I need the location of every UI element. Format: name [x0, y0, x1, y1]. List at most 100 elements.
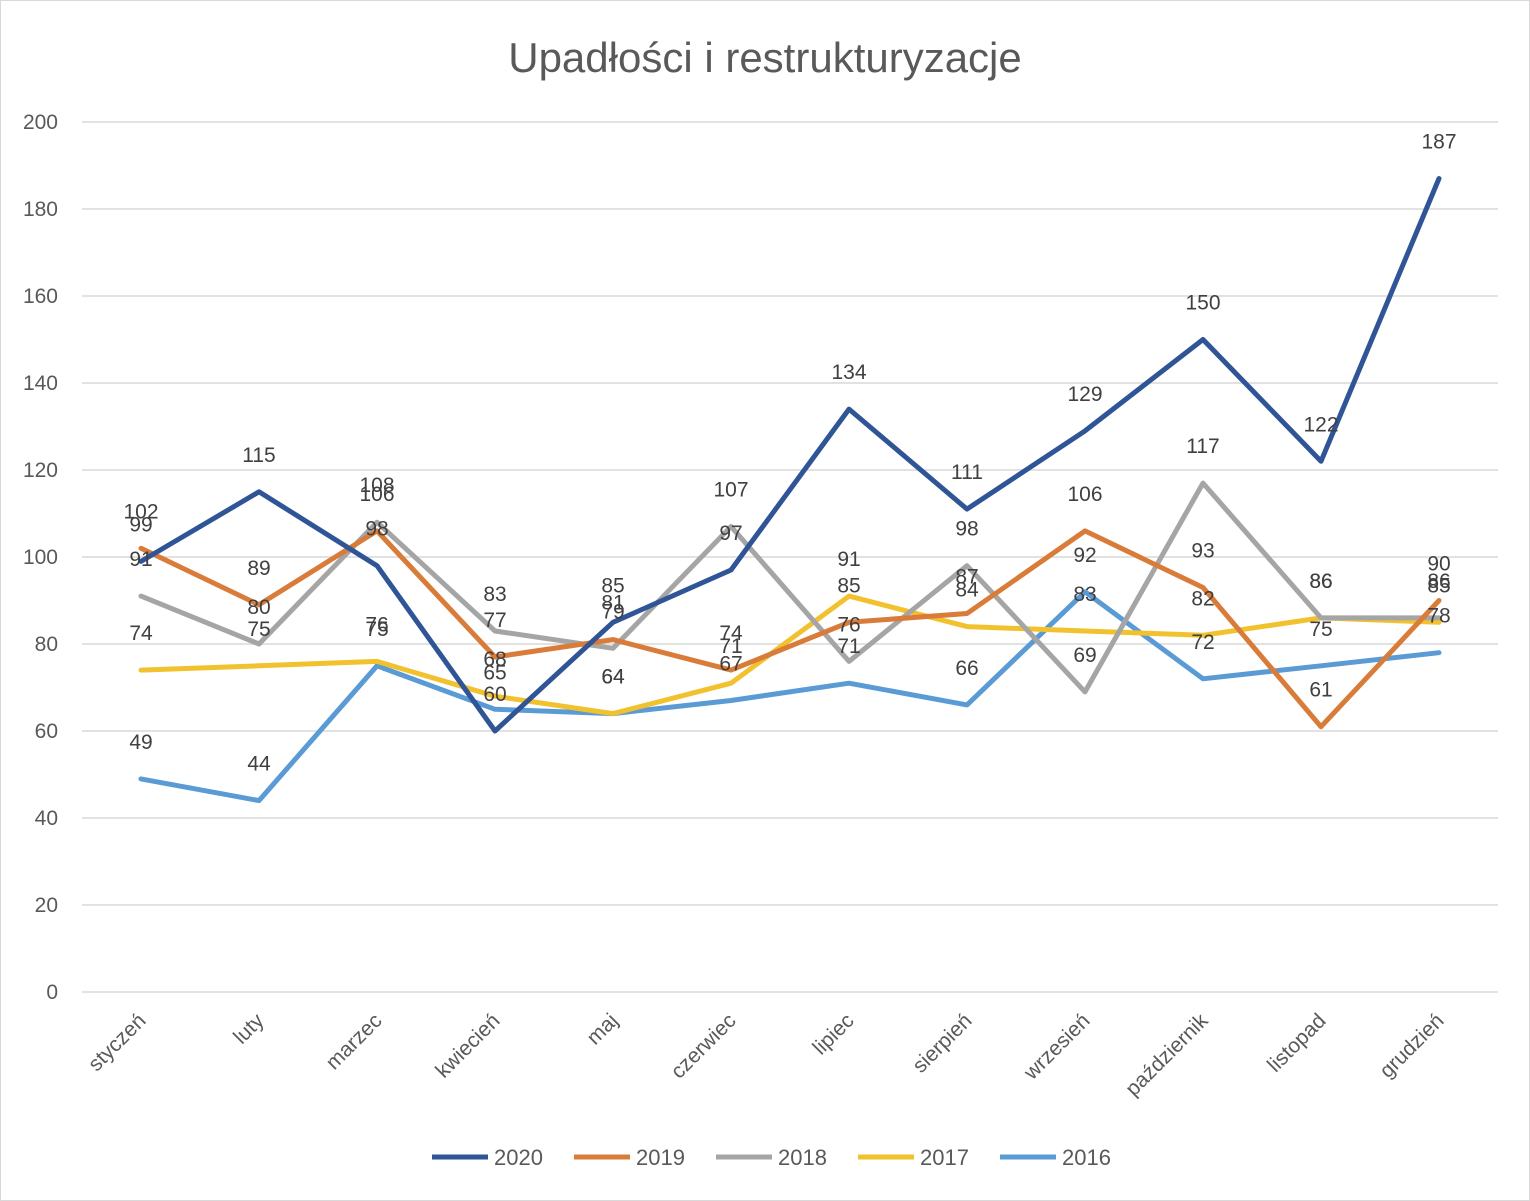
- legend-label: 2016: [1062, 1145, 1111, 1170]
- gridlines: [82, 121, 1498, 993]
- data-label: 75: [247, 618, 270, 641]
- data-label: 76: [837, 613, 860, 636]
- data-label: 86: [1309, 570, 1332, 593]
- data-label: 74: [129, 622, 153, 645]
- x-tick-label: marzec: [322, 1009, 387, 1074]
- data-label: 93: [1191, 539, 1214, 562]
- data-label: 71: [719, 635, 742, 658]
- legend-label: 2018: [778, 1145, 827, 1170]
- chart-title: Upadłości i restrukturyzacje: [508, 34, 1022, 81]
- data-label: 117: [1186, 435, 1219, 458]
- data-label: 83: [483, 583, 506, 606]
- data-label: 82: [1191, 587, 1214, 610]
- x-tick-label: sierpień: [908, 1009, 976, 1077]
- data-label: 78: [1427, 605, 1450, 628]
- data-label: 106: [359, 483, 394, 506]
- legend-label: 2017: [920, 1145, 969, 1170]
- x-tick-label: listopad: [1263, 1009, 1330, 1076]
- y-tick-label: 0: [46, 981, 58, 1004]
- x-tick-label: kwiecień: [431, 1009, 504, 1082]
- data-label: 97: [719, 522, 742, 545]
- data-label: 85: [601, 574, 624, 597]
- data-label: 75: [1309, 618, 1332, 641]
- x-tick-label: październik: [1121, 1009, 1213, 1101]
- data-label: 64: [601, 666, 625, 689]
- data-label: 86: [1427, 570, 1450, 593]
- data-label: 60: [483, 683, 506, 706]
- data-label: 83: [1073, 583, 1096, 606]
- data-label: 65: [483, 661, 506, 684]
- y-tick-label: 40: [35, 807, 58, 830]
- x-tick-label: maj: [582, 1009, 622, 1049]
- x-tick-label: lipiec: [808, 1009, 858, 1059]
- data-label: 107: [713, 479, 748, 502]
- data-label: 91: [837, 548, 860, 571]
- data-label: 99: [129, 513, 152, 536]
- data-label: 72: [1191, 631, 1214, 654]
- data-label: 75: [365, 618, 388, 641]
- data-label: 187: [1421, 131, 1456, 154]
- data-label: 49: [129, 731, 152, 754]
- data-label: 98: [955, 518, 978, 541]
- data-label: 90: [1427, 553, 1450, 576]
- legend: 2020 2019 2018 2017 2016: [432, 1145, 1111, 1170]
- data-label: 44: [247, 753, 271, 776]
- y-tick-label: 160: [23, 285, 58, 308]
- y-tick-label: 100: [23, 546, 58, 569]
- data-label: 76: [365, 613, 388, 636]
- data-label: 115: [242, 444, 275, 467]
- data-labels: 99 115 98 60 85 97 134 111 129 150 122 187 102 89 106 7…: [123, 131, 1456, 776]
- y-tick-label: 20: [35, 894, 58, 917]
- data-label: 61: [1309, 679, 1332, 702]
- data-label: 111: [951, 461, 983, 484]
- y-tick-label: 140: [23, 372, 58, 395]
- data-label: 84: [955, 579, 979, 602]
- data-label: 108: [359, 474, 394, 497]
- x-tick-label: czerwiec: [667, 1009, 741, 1083]
- data-label: 87: [955, 566, 978, 589]
- data-label: 92: [1073, 544, 1096, 567]
- y-tick-label: 180: [23, 198, 58, 221]
- y-axis-ticks: 0 20 40 60 80 100 120 140 160 180 200: [23, 111, 58, 1004]
- y-tick-label: 120: [23, 459, 58, 482]
- data-label: 80: [247, 596, 270, 619]
- series-line-2020: [138, 176, 1442, 734]
- data-label: 64: [601, 666, 625, 689]
- data-label: 68: [483, 648, 506, 671]
- data-label: 150: [1185, 292, 1220, 315]
- data-label: 85: [1427, 574, 1450, 597]
- data-label: 134: [831, 361, 866, 384]
- data-label: 85: [837, 574, 860, 597]
- legend-label: 2019: [636, 1145, 685, 1170]
- y-tick-label: 80: [35, 633, 58, 656]
- data-label: 71: [837, 635, 860, 658]
- data-label: 74: [719, 622, 743, 645]
- data-label: 77: [483, 609, 506, 632]
- data-label: 91: [129, 548, 152, 571]
- series-line-2016: [138, 589, 1442, 804]
- data-label: 106: [1067, 483, 1102, 506]
- data-label: 98: [365, 518, 388, 541]
- x-axis-ticks: styczeń luty marzec kwiecień maj czerwiec lipi…: [84, 1009, 1449, 1101]
- series-line-2019: [138, 528, 1442, 730]
- data-label: 79: [601, 600, 624, 623]
- data-label: 81: [601, 592, 624, 615]
- data-label: 66: [955, 657, 978, 680]
- x-tick-label: wrzesień: [1019, 1009, 1095, 1085]
- data-label: 67: [719, 653, 742, 676]
- data-label: 86: [1309, 570, 1332, 593]
- series-line-2017: [138, 593, 1442, 717]
- data-label: 89: [247, 557, 270, 580]
- x-tick-label: grudzień: [1375, 1009, 1448, 1082]
- x-tick-label: luty: [229, 1009, 269, 1049]
- data-label: 102: [123, 500, 158, 523]
- data-label: 129: [1067, 383, 1102, 406]
- data-label: 69: [1073, 644, 1096, 667]
- series-lines: [138, 176, 1442, 804]
- y-tick-label: 200: [23, 111, 58, 134]
- data-label: 122: [1303, 413, 1338, 436]
- x-tick-label: styczeń: [84, 1009, 151, 1076]
- y-tick-label: 60: [35, 720, 58, 743]
- legend-label: 2020: [494, 1145, 543, 1170]
